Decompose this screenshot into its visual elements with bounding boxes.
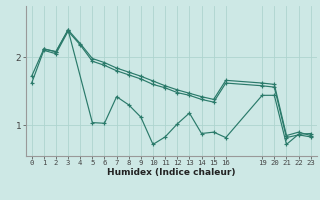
X-axis label: Humidex (Indice chaleur): Humidex (Indice chaleur) [107,168,236,177]
